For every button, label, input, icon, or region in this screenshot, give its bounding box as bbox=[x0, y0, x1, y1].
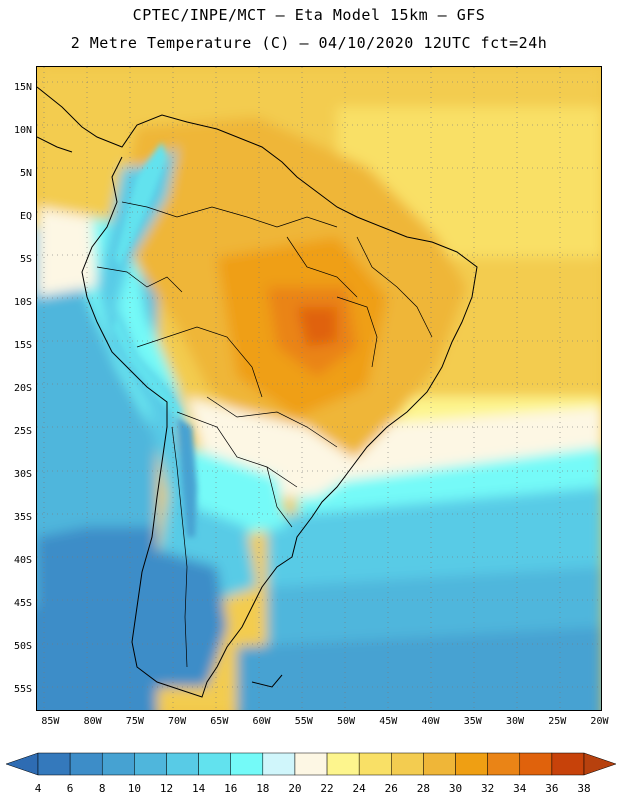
longitude-label: 85W bbox=[41, 716, 60, 727]
longitude-label: 50W bbox=[337, 716, 356, 727]
colorbar-box bbox=[326, 752, 360, 776]
colorbar-label: 12 bbox=[159, 782, 174, 795]
colorbar-box bbox=[487, 752, 521, 776]
latitude-label: 25S bbox=[13, 425, 32, 437]
country-borders bbox=[96, 201, 433, 668]
longitude-label: 65W bbox=[210, 716, 229, 727]
colorbar-label: 30 bbox=[448, 782, 463, 795]
latitude-label: 5S bbox=[19, 253, 32, 265]
latitude-label: 50S bbox=[13, 640, 32, 652]
colorbar-box bbox=[101, 752, 135, 776]
longitude-label: 35W bbox=[463, 716, 482, 727]
latitude-label: 15S bbox=[13, 339, 32, 351]
colorbar-label: 10 bbox=[127, 782, 141, 795]
colorbar-box bbox=[37, 752, 71, 776]
latitude-label: 40S bbox=[13, 554, 32, 566]
longitude-label: 40W bbox=[421, 716, 440, 727]
colorbar-label: 6 bbox=[66, 782, 74, 795]
colorbar-boxes bbox=[37, 752, 585, 776]
temperature-field bbox=[37, 67, 601, 710]
colorbar-box bbox=[230, 752, 264, 776]
latitude-label: EQ bbox=[19, 210, 32, 222]
colorbar-label: 22 bbox=[320, 782, 334, 795]
longitude-label: 25W bbox=[548, 716, 567, 727]
chart-title-line1: CPTEC/INPE/MCT – Eta Model 15km – GFS bbox=[132, 6, 486, 24]
latitude-label: 10N bbox=[13, 124, 32, 136]
colorbar-label: 8 bbox=[98, 782, 106, 795]
colorbar-label: 34 bbox=[513, 782, 527, 795]
colorbar-box bbox=[198, 752, 231, 776]
colorbar-box bbox=[69, 752, 103, 776]
longitude-label: 30W bbox=[505, 716, 525, 727]
coastline bbox=[37, 86, 478, 698]
colorbar-label: 14 bbox=[191, 782, 206, 795]
colorbar bbox=[0, 750, 618, 800]
colorbar-high-arrow bbox=[583, 752, 617, 776]
colorbar-box bbox=[519, 752, 553, 776]
colorbar-label: 26 bbox=[384, 782, 398, 795]
colorbar-box bbox=[262, 752, 296, 776]
colorbar-box bbox=[551, 752, 585, 776]
longitude-label: 55W bbox=[294, 716, 313, 727]
colorbar-label: 38 bbox=[577, 782, 591, 795]
colorbar-box bbox=[166, 752, 199, 776]
colorbar-label: 16 bbox=[224, 782, 238, 795]
longitude-label: 60W bbox=[252, 716, 271, 727]
colorbar-label: 24 bbox=[352, 782, 366, 795]
colorbar-box bbox=[134, 752, 167, 776]
colorbar-label: 4 bbox=[34, 782, 42, 795]
temperature-map bbox=[36, 66, 602, 711]
longitude-label: 45W bbox=[379, 716, 398, 727]
longitude-label: 75W bbox=[125, 716, 144, 727]
colorbar-low-arrow bbox=[5, 752, 39, 776]
colorbar-box bbox=[455, 752, 488, 776]
colorbar-label: 32 bbox=[481, 782, 495, 795]
latitude-label: 30S bbox=[13, 468, 32, 480]
longitude-label: 70W bbox=[168, 716, 187, 727]
latitude-label: 20S bbox=[13, 382, 32, 394]
latitude-label: 35S bbox=[13, 511, 32, 523]
colorbar-label: 28 bbox=[416, 782, 431, 795]
longitude-label: 80W bbox=[83, 716, 102, 727]
latitude-label: 15N bbox=[13, 81, 32, 93]
colorbar-box bbox=[423, 752, 456, 776]
latitude-label: 10S bbox=[13, 296, 32, 308]
colorbar-label: 18 bbox=[256, 782, 270, 795]
colorbar-box bbox=[294, 752, 328, 776]
andes-highlands bbox=[112, 142, 197, 537]
latitude-label: 45S bbox=[13, 597, 32, 609]
latitude-label: 55S bbox=[13, 683, 32, 695]
longitude-label: 20W bbox=[590, 716, 609, 727]
chart-title-line2: 2 Metre Temperature (C) – 04/10/2020 12U… bbox=[70, 34, 548, 52]
colorbar-box bbox=[391, 752, 424, 776]
latitude-label: 5N bbox=[19, 167, 32, 179]
colorbar-label: 20 bbox=[288, 782, 302, 795]
colorbar-box bbox=[358, 752, 392, 776]
colorbar-label: 36 bbox=[545, 782, 559, 795]
